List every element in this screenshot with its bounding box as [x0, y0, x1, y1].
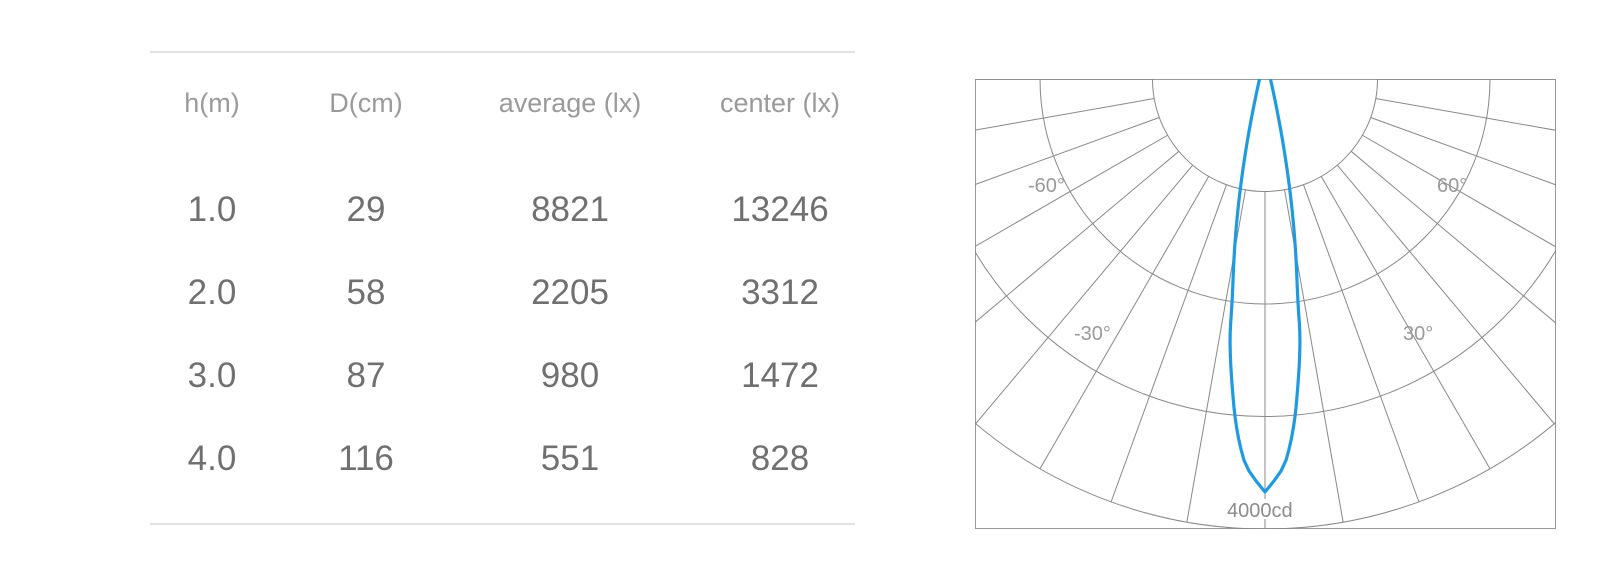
- svg-text:4000cd: 4000cd: [1227, 500, 1293, 522]
- svg-text:30°: 30°: [1403, 323, 1433, 345]
- svg-text:-60°: -60°: [1028, 175, 1065, 197]
- svg-text:-30°: -30°: [1074, 323, 1111, 345]
- svg-text:60°: 60°: [1437, 175, 1467, 197]
